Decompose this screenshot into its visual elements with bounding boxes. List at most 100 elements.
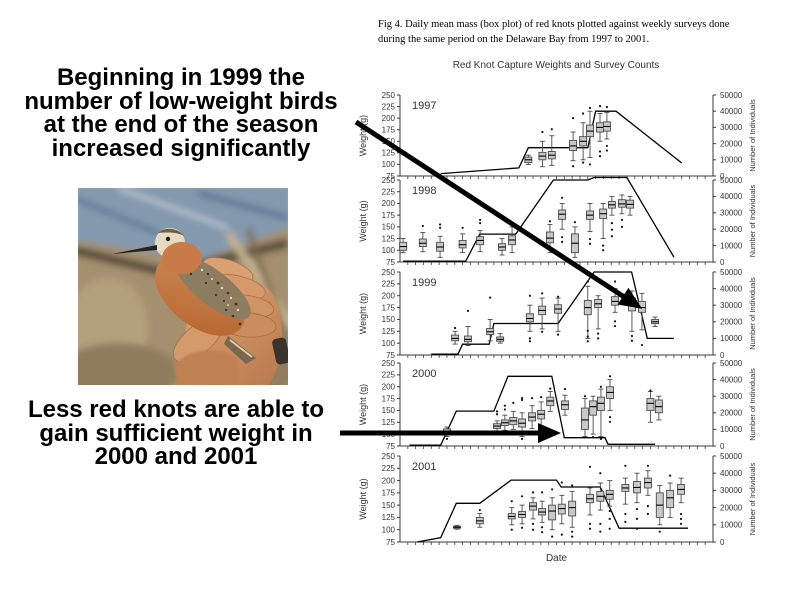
bird-eye bbox=[165, 236, 171, 242]
boxplot bbox=[621, 464, 630, 523]
boxplot bbox=[508, 226, 517, 254]
x-axis-label: Date bbox=[545, 553, 568, 564]
svg-text:225: 225 bbox=[382, 464, 396, 473]
callout-top-line2: number of low-weight birds bbox=[24, 87, 338, 115]
year-label: 1999 bbox=[412, 277, 436, 289]
boxplot bbox=[579, 112, 588, 164]
boxplot bbox=[418, 224, 427, 253]
svg-text:250: 250 bbox=[382, 452, 396, 461]
photo-bird bbox=[112, 228, 256, 364]
svg-text:200: 200 bbox=[382, 476, 396, 485]
svg-text:100: 100 bbox=[382, 526, 396, 535]
boxplot bbox=[436, 223, 445, 258]
count-axis-title: Number of Individuals bbox=[748, 99, 757, 172]
boxplot bbox=[606, 375, 614, 423]
svg-text:10000: 10000 bbox=[720, 334, 743, 343]
boxplot bbox=[557, 481, 566, 536]
panel-2001: 250 225 200 175 150 125 100 75 50000 40000 30000 20… bbox=[358, 452, 757, 547]
svg-text:0: 0 bbox=[720, 351, 725, 360]
boxplot bbox=[453, 524, 461, 530]
svg-text:50000: 50000 bbox=[720, 268, 743, 277]
boxplot bbox=[529, 491, 537, 531]
boxplot bbox=[589, 395, 598, 439]
svg-text:75: 75 bbox=[386, 538, 395, 547]
svg-text:150: 150 bbox=[382, 501, 396, 510]
weight-axis-title: Weight (g) bbox=[358, 115, 368, 156]
boxplot bbox=[596, 472, 605, 533]
svg-text:40000: 40000 bbox=[720, 107, 743, 116]
boxplot bbox=[581, 395, 589, 437]
boxplot bbox=[655, 485, 664, 533]
callout-bottom-text: Less red knots are able to gain sufficie… bbox=[0, 398, 352, 469]
svg-text:40000: 40000 bbox=[720, 375, 743, 384]
svg-text:125: 125 bbox=[382, 327, 396, 336]
svg-text:125: 125 bbox=[382, 234, 396, 243]
weight-axis-title: Weight (g) bbox=[358, 384, 368, 425]
figure-caption-line1: Fig 4. Daily mean mass (box plot) of red… bbox=[378, 19, 730, 30]
svg-text:225: 225 bbox=[382, 280, 396, 289]
boxplot bbox=[463, 309, 472, 346]
boxplot bbox=[507, 500, 516, 531]
svg-text:250: 250 bbox=[382, 268, 396, 277]
svg-text:30000: 30000 bbox=[720, 209, 743, 218]
svg-text:20000: 20000 bbox=[720, 503, 743, 512]
boxplot bbox=[646, 389, 655, 423]
svg-text:200: 200 bbox=[382, 292, 396, 301]
svg-text:0: 0 bbox=[720, 258, 725, 267]
svg-text:125: 125 bbox=[382, 513, 396, 522]
svg-text:50000: 50000 bbox=[720, 452, 743, 461]
svg-text:125: 125 bbox=[382, 149, 396, 158]
svg-text:10000: 10000 bbox=[720, 425, 743, 434]
wing-highlights bbox=[200, 268, 240, 312]
svg-text:75: 75 bbox=[386, 442, 395, 451]
chart-title: Red Knot Capture Weights and Survey Coun… bbox=[452, 60, 660, 71]
svg-text:200: 200 bbox=[382, 114, 396, 123]
svg-text:40000: 40000 bbox=[720, 192, 743, 201]
boxplot bbox=[571, 221, 579, 258]
bird-beak bbox=[112, 245, 157, 254]
callout-bottom-line3: 2000 and 2001 bbox=[94, 443, 258, 470]
boxplot bbox=[458, 226, 467, 254]
figure-caption: Fig 4. Daily mean mass (box plot) of red… bbox=[378, 17, 793, 47]
svg-text:30000: 30000 bbox=[720, 301, 743, 310]
svg-text:10000: 10000 bbox=[720, 241, 743, 250]
svg-text:10000: 10000 bbox=[720, 521, 743, 530]
boxplot bbox=[546, 387, 555, 412]
boxplot bbox=[677, 477, 686, 525]
svg-text:200: 200 bbox=[382, 383, 396, 392]
survey-count-line bbox=[417, 479, 688, 543]
count-axis-title: Number of Individuals bbox=[748, 368, 757, 441]
svg-text:150: 150 bbox=[382, 406, 396, 415]
boxplot bbox=[547, 128, 556, 166]
boxplot bbox=[626, 195, 635, 216]
callout-top-line1: Beginning in 1999 the bbox=[56, 64, 306, 91]
svg-text:250: 250 bbox=[382, 359, 396, 368]
survey-count-line bbox=[440, 110, 683, 175]
boxplot bbox=[554, 295, 563, 336]
boxplot bbox=[518, 396, 527, 440]
survey-count-line bbox=[403, 176, 675, 262]
boxplot bbox=[476, 218, 485, 253]
boxplot bbox=[524, 154, 533, 165]
panel-1998: 250 225 200 175 150 125 100 75 50000 40000 30000 20… bbox=[358, 176, 757, 267]
boxplot bbox=[666, 474, 675, 518]
svg-text:75: 75 bbox=[386, 258, 395, 267]
svg-text:20000: 20000 bbox=[720, 409, 743, 418]
boxplot bbox=[568, 484, 577, 538]
svg-text:175: 175 bbox=[382, 303, 396, 312]
boxplot bbox=[537, 396, 546, 428]
svg-text:250: 250 bbox=[382, 176, 396, 185]
boxplot bbox=[586, 202, 594, 245]
callout-top-text: Beginning in 1999 the number of low-weig… bbox=[0, 66, 362, 160]
svg-text:0: 0 bbox=[720, 172, 725, 181]
boxplot bbox=[548, 488, 557, 538]
svg-text:100: 100 bbox=[382, 339, 396, 348]
svg-text:250: 250 bbox=[382, 91, 396, 100]
count-axis-title: Number of Individuals bbox=[748, 184, 757, 257]
boxplot bbox=[654, 395, 663, 421]
panel-1997: 2502252001751501251007550000400003000020… bbox=[358, 91, 757, 181]
boxplot bbox=[528, 396, 537, 434]
boxplot bbox=[594, 295, 603, 340]
svg-text:30000: 30000 bbox=[720, 392, 743, 401]
